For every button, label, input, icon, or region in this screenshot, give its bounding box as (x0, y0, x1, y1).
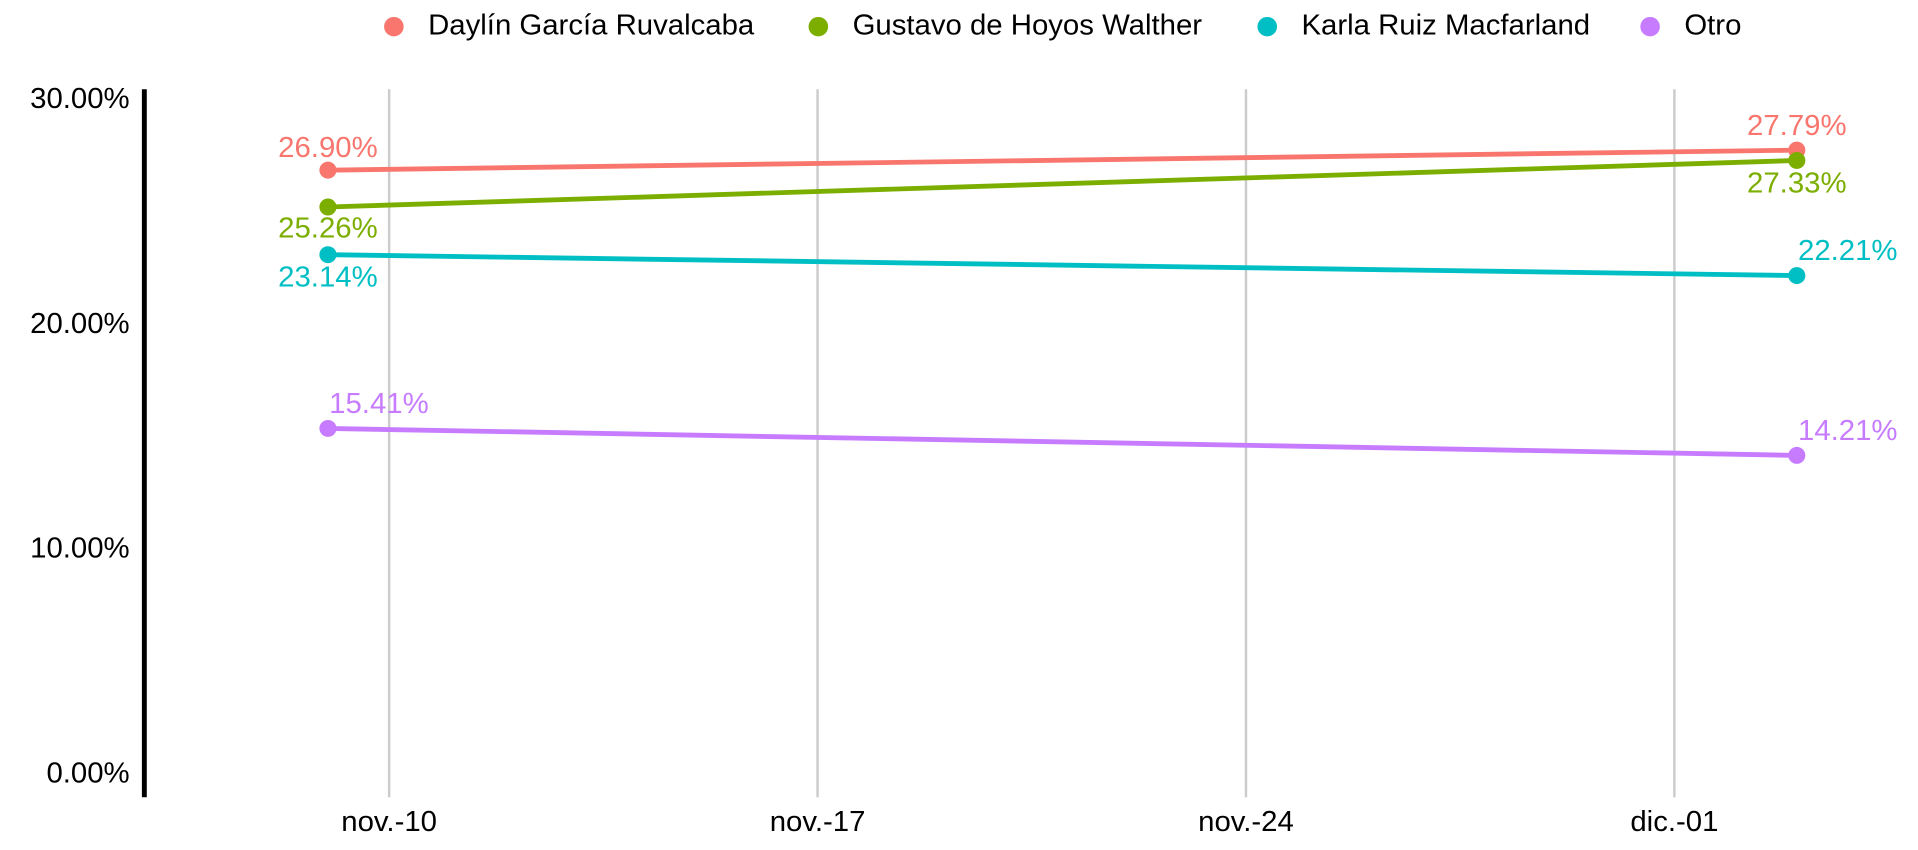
point (1788, 446, 1806, 464)
point (1788, 152, 1806, 169)
y-tick-label: 30.00% (30, 83, 130, 115)
line (327, 147, 1797, 173)
line (327, 252, 1797, 278)
legend-marker (1640, 16, 1660, 37)
data-label: 27.33% (1747, 167, 1847, 199)
x-tick-label: nov.-10 (341, 806, 437, 838)
data-label: 22.21% (1798, 235, 1898, 267)
y-tick-label: 20.00% (30, 308, 130, 340)
data-label: 26.90% (278, 132, 378, 164)
legend-label: Daylín García Ruvalcaba (428, 9, 755, 41)
legend-label: Otro (1684, 9, 1741, 41)
data-label: 25.26% (278, 213, 378, 245)
data-label: 27.79% (1747, 110, 1847, 142)
line (327, 426, 1797, 458)
point (319, 419, 337, 437)
point (319, 246, 337, 264)
legend-label: Gustavo de Hoyos Walther (853, 9, 1203, 41)
y-tick-label: 10.00% (30, 533, 130, 565)
data-label: 23.14% (278, 262, 378, 294)
legend-marker (1257, 16, 1278, 37)
legend-label: Karla Ruiz Macfarland (1301, 9, 1590, 41)
point (319, 198, 337, 216)
point (1788, 267, 1806, 285)
legend-marker (384, 16, 404, 37)
x-tick-label: nov.-17 (770, 806, 866, 838)
point (319, 161, 337, 179)
y-tick-label: 0.00% (46, 758, 129, 790)
data-label: 14.21% (1798, 415, 1898, 447)
plot-area: nov.-10 nov.-17 nov.-24 dic.-01 0.00% 10.00% 2… (30, 9, 1897, 837)
line (327, 158, 1797, 210)
data-label: 15.41% (329, 388, 429, 420)
x-tick-label: nov.-24 (1198, 806, 1294, 838)
x-tick-label: dic.-01 (1630, 806, 1718, 838)
legend-marker (808, 16, 829, 37)
